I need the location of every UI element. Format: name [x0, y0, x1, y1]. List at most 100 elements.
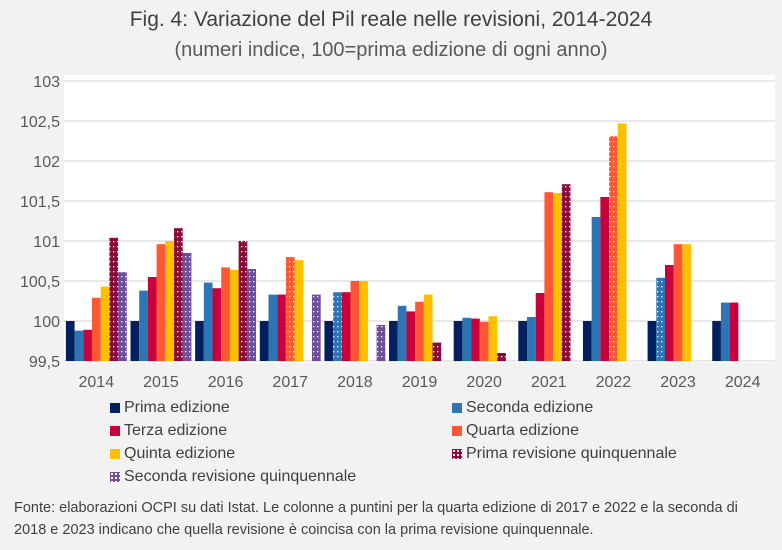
bar-2018-series-4 — [350, 281, 360, 361]
x-tick-label: 2014 — [79, 374, 115, 391]
bar-2021-series-1 — [518, 321, 528, 361]
legend-item: Terza edizione — [110, 422, 227, 440]
legend-label: Quinta edizione — [124, 445, 236, 462]
legend-label: Terza edizione — [124, 422, 228, 439]
y-tick-label: 102 — [33, 154, 60, 171]
bar-2019-series-2 — [397, 305, 407, 361]
bar-2021-series-3 — [535, 293, 545, 361]
legend-label: Quarta edizione — [466, 422, 579, 439]
bar-2018-series-2 — [333, 292, 342, 361]
bar-2017-series-3 — [277, 294, 286, 361]
bar-2019-series-3 — [406, 311, 416, 361]
bar-2014-series-7 — [118, 272, 127, 361]
bar-2021-series-4 — [544, 192, 554, 361]
legend-item: Quarta edizione — [452, 422, 579, 440]
bar-2018-series-1 — [324, 321, 334, 361]
legend-swatch — [110, 403, 120, 413]
bar-2024-series-2 — [720, 302, 730, 361]
bar-2016-series-2 — [203, 282, 213, 361]
bar-2020-series-1 — [453, 321, 463, 361]
bar-2019-series-4 — [415, 301, 424, 361]
x-tick-label: 2016 — [208, 374, 244, 391]
bar-2017-series-5 — [294, 260, 304, 361]
x-tick-label: 2023 — [660, 374, 696, 391]
bar-2015-series-7 — [182, 253, 192, 361]
bar-2016-series-1 — [195, 321, 204, 361]
bar-2018-series-7 — [376, 325, 386, 361]
bar-2015-series-5 — [165, 241, 175, 361]
y-tick-label: 102,5 — [20, 114, 60, 131]
legend-swatch — [110, 426, 120, 436]
bar-2016-series-4 — [221, 267, 230, 361]
y-tick-label: 100,5 — [20, 274, 60, 291]
y-tick-label: 101,5 — [20, 194, 60, 211]
bar-2015-series-3 — [147, 277, 157, 361]
bar-2023-series-1 — [647, 321, 657, 361]
bar-2023-series-3 — [664, 265, 674, 361]
x-tick-label: 2024 — [725, 374, 761, 391]
x-tick-label: 2019 — [402, 374, 438, 391]
bar-2020-series-4 — [479, 321, 489, 361]
legend-label: Seconda edizione — [466, 399, 594, 416]
bar-2015-series-1 — [130, 321, 140, 361]
bar-2015-series-4 — [156, 244, 166, 361]
bar-2022-series-2 — [591, 217, 601, 361]
legend-item: Seconda revisione quinquennale — [110, 468, 356, 486]
bar-2014-series-3 — [83, 329, 92, 361]
bar-2021-series-5 — [553, 193, 562, 361]
bar-2022-series-1 — [582, 321, 592, 361]
bar-2021-series-2 — [527, 317, 536, 361]
bar-2015-series-2 — [139, 290, 148, 361]
bar-2020-series-6 — [497, 353, 506, 361]
bar-2014-series-5 — [100, 286, 110, 361]
legend-label: Prima edizione — [124, 399, 230, 416]
bar-2023-series-5 — [682, 244, 692, 361]
bar-2024-series-1 — [712, 321, 721, 361]
bar-2017-series-1 — [259, 321, 269, 361]
chart-title: Fig. 4: Variazione del Pil reale nelle r… — [129, 8, 653, 31]
bar-2024-series-3 — [729, 302, 739, 361]
bar-2016-series-3 — [212, 288, 222, 361]
legend-label: Prima revisione quinquennale — [466, 445, 677, 462]
bar-2022-series-3 — [600, 197, 610, 361]
bar-2020-series-2 — [462, 317, 472, 361]
x-tick-label: 2018 — [337, 374, 373, 391]
legend-swatch — [452, 403, 462, 413]
bar-2019-series-1 — [389, 321, 398, 361]
bar-2017-series-2 — [268, 294, 278, 361]
bar-2022-series-5 — [617, 123, 627, 362]
bar-2014-series-6 — [109, 237, 119, 361]
y-tick-label: 103 — [33, 74, 60, 91]
bar-2019-series-6 — [432, 342, 442, 361]
x-tick-label: 2015 — [143, 374, 179, 391]
bar-2022-series-4 — [609, 136, 618, 361]
bar-2017-series-7 — [311, 294, 321, 361]
bar-2014-series-2 — [74, 330, 84, 361]
bar-2019-series-5 — [423, 294, 433, 361]
bar-2023-series-4 — [673, 244, 683, 361]
x-tick-label: 2021 — [531, 374, 567, 391]
legend-item: Quinta edizione — [110, 445, 235, 463]
bar-2017-series-4 — [285, 257, 295, 361]
bar-2020-series-5 — [488, 316, 498, 361]
bar-2014-series-4 — [91, 297, 101, 361]
legend-swatch — [110, 449, 120, 459]
bar-2021-series-6 — [561, 184, 571, 361]
bar-2014-series-1 — [65, 321, 75, 361]
legend-swatch — [452, 426, 462, 436]
legend-item: Seconda edizione — [452, 399, 593, 417]
x-tick-label: 2017 — [272, 374, 308, 391]
bar-2015-series-6 — [174, 228, 183, 361]
legend-item: Prima revisione quinquennale — [452, 445, 677, 463]
x-tick-label: 2020 — [466, 374, 502, 391]
bar-2018-series-5 — [359, 281, 368, 361]
y-tick-label: 101 — [33, 234, 60, 251]
y-tick-label: 100 — [33, 314, 60, 331]
source-note: Fonte: elaborazioni OCPI su dati Istat. … — [14, 500, 738, 538]
bar-2016-series-6 — [238, 241, 248, 361]
chart-subtitle: (numeri indice, 100=prima edizione di og… — [174, 39, 608, 61]
legend-swatch — [110, 472, 120, 482]
legend-label: Seconda revisione quinquennale — [124, 468, 357, 485]
bar-2016-series-5 — [229, 269, 239, 361]
